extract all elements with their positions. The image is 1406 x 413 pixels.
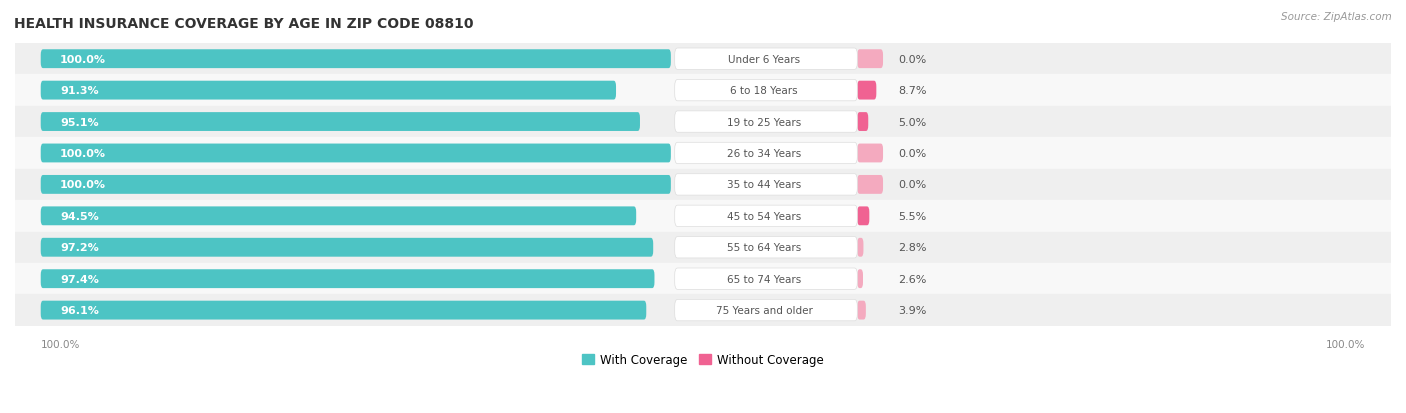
Text: 2.8%: 2.8% — [898, 243, 927, 253]
Bar — [15, 107, 1391, 138]
Text: 100.0%: 100.0% — [41, 339, 80, 349]
Bar — [15, 138, 1391, 169]
Text: 94.5%: 94.5% — [60, 211, 98, 221]
Text: 2.6%: 2.6% — [898, 274, 927, 284]
FancyBboxPatch shape — [675, 80, 858, 102]
Bar — [15, 75, 1391, 107]
Text: HEALTH INSURANCE COVERAGE BY AGE IN ZIP CODE 08810: HEALTH INSURANCE COVERAGE BY AGE IN ZIP … — [14, 17, 474, 31]
FancyBboxPatch shape — [858, 301, 866, 320]
FancyBboxPatch shape — [858, 207, 869, 226]
FancyBboxPatch shape — [41, 50, 671, 69]
FancyBboxPatch shape — [675, 237, 858, 258]
FancyBboxPatch shape — [41, 207, 636, 226]
Text: 100.0%: 100.0% — [60, 149, 105, 159]
FancyBboxPatch shape — [41, 144, 671, 163]
Text: 100.0%: 100.0% — [60, 55, 105, 64]
FancyBboxPatch shape — [675, 174, 858, 196]
Text: 26 to 34 Years: 26 to 34 Years — [727, 149, 801, 159]
Text: 3.9%: 3.9% — [898, 305, 927, 316]
FancyBboxPatch shape — [41, 113, 640, 132]
FancyBboxPatch shape — [858, 81, 876, 100]
Text: 6 to 18 Years: 6 to 18 Years — [730, 86, 797, 96]
FancyBboxPatch shape — [858, 144, 883, 163]
FancyBboxPatch shape — [858, 176, 883, 195]
Bar — [15, 169, 1391, 201]
FancyBboxPatch shape — [675, 268, 858, 290]
Bar — [15, 295, 1391, 326]
Text: Source: ZipAtlas.com: Source: ZipAtlas.com — [1281, 12, 1392, 22]
Text: 19 to 25 Years: 19 to 25 Years — [727, 117, 801, 127]
Bar — [15, 44, 1391, 75]
Text: 97.2%: 97.2% — [60, 243, 98, 253]
Text: 65 to 74 Years: 65 to 74 Years — [727, 274, 801, 284]
Text: 97.4%: 97.4% — [60, 274, 98, 284]
Text: 55 to 64 Years: 55 to 64 Years — [727, 243, 801, 253]
Bar — [15, 201, 1391, 232]
Bar — [15, 263, 1391, 295]
Text: 5.0%: 5.0% — [898, 117, 927, 127]
FancyBboxPatch shape — [858, 113, 869, 132]
Legend: With Coverage, Without Coverage: With Coverage, Without Coverage — [578, 349, 828, 371]
Text: 100.0%: 100.0% — [1326, 339, 1365, 349]
Text: 100.0%: 100.0% — [60, 180, 105, 190]
Text: Under 6 Years: Under 6 Years — [728, 55, 800, 64]
FancyBboxPatch shape — [41, 176, 671, 195]
Text: 8.7%: 8.7% — [898, 86, 927, 96]
Text: 35 to 44 Years: 35 to 44 Years — [727, 180, 801, 190]
FancyBboxPatch shape — [675, 300, 858, 321]
Text: 0.0%: 0.0% — [898, 149, 927, 159]
Text: 75 Years and older: 75 Years and older — [716, 305, 813, 316]
FancyBboxPatch shape — [41, 301, 647, 320]
FancyBboxPatch shape — [858, 50, 883, 69]
FancyBboxPatch shape — [675, 143, 858, 164]
FancyBboxPatch shape — [675, 112, 858, 133]
FancyBboxPatch shape — [41, 238, 654, 257]
Bar — [15, 232, 1391, 263]
Text: 45 to 54 Years: 45 to 54 Years — [727, 211, 801, 221]
Text: 91.3%: 91.3% — [60, 86, 98, 96]
Text: 0.0%: 0.0% — [898, 55, 927, 64]
FancyBboxPatch shape — [858, 270, 863, 288]
Text: 95.1%: 95.1% — [60, 117, 98, 127]
FancyBboxPatch shape — [675, 206, 858, 227]
Text: 96.1%: 96.1% — [60, 305, 98, 316]
Text: 5.5%: 5.5% — [898, 211, 927, 221]
Text: 0.0%: 0.0% — [898, 180, 927, 190]
FancyBboxPatch shape — [41, 81, 616, 100]
FancyBboxPatch shape — [675, 49, 858, 70]
FancyBboxPatch shape — [41, 270, 654, 288]
FancyBboxPatch shape — [858, 238, 863, 257]
